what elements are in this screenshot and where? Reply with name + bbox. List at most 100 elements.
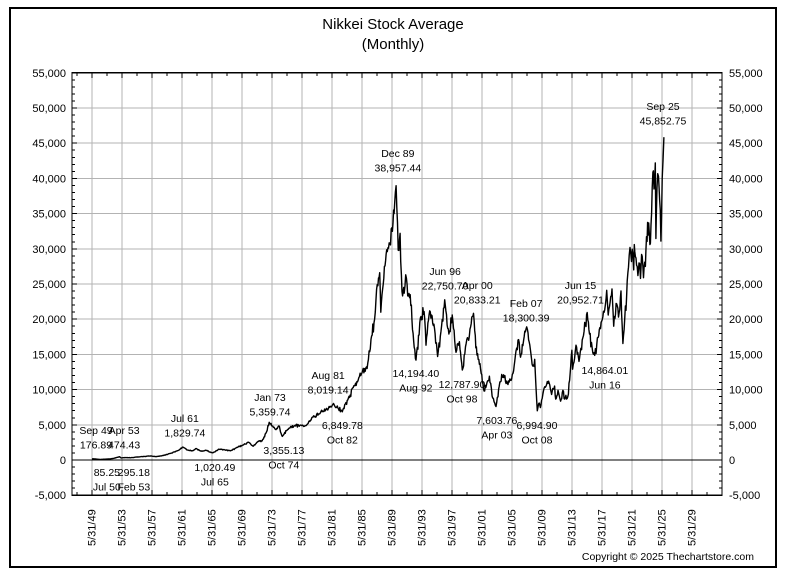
annotation-price: 1,829.74 — [164, 427, 205, 439]
copyright: Copyright © 2025 Thechartstore.com — [582, 551, 754, 563]
y-axis-label-right: 20,000 — [729, 314, 763, 326]
annotation-date: Apr 53 — [109, 425, 140, 437]
annotation-price: 18,300.39 — [503, 313, 550, 325]
annotation-date: Jul 61 — [171, 413, 199, 425]
annotation-date: Oct 74 — [268, 460, 299, 472]
x-axis-label: 5/31/17 — [597, 509, 609, 546]
annotation-date: Apr 03 — [481, 430, 512, 442]
y-axis-label-left: 20,000 — [32, 314, 66, 326]
y-axis-label-right: -5,000 — [729, 490, 760, 502]
annotation-price: 8,019.14 — [308, 385, 349, 397]
outer-border — [9, 7, 777, 568]
annotation-price: 20,952.71 — [557, 294, 604, 306]
annotation-date: Jul 65 — [201, 476, 229, 488]
annotation-price: 295.18 — [118, 467, 150, 479]
annotation-date: Sep 49 — [79, 425, 112, 437]
x-axis-label: 5/31/93 — [417, 509, 429, 546]
x-axis-label: 5/31/49 — [87, 509, 99, 546]
annotation-date: Jun 16 — [589, 379, 621, 391]
x-axis-label: 5/31/89 — [387, 509, 399, 546]
y-axis-label-right: 45,000 — [729, 138, 763, 150]
x-axis-label: 5/31/09 — [537, 509, 549, 546]
annotation-price: 474.43 — [108, 440, 140, 452]
chart-subtitle: (Monthly) — [362, 36, 425, 53]
annotation-date: Oct 08 — [522, 435, 553, 447]
y-axis-label-right: 55,000 — [729, 68, 763, 80]
x-axis-label: 5/31/05 — [507, 509, 519, 546]
annotation-price: 20,833.21 — [454, 294, 501, 306]
chart-title: Nikkei Stock Average — [322, 16, 463, 33]
y-axis-label-left: 5,000 — [38, 420, 66, 432]
x-axis-label: 5/31/29 — [687, 509, 699, 546]
y-axis-label-left: 50,000 — [32, 103, 66, 115]
x-axis-label: 5/31/85 — [357, 509, 369, 546]
nikkei-price-line — [91, 137, 665, 461]
x-axis-label: 5/31/69 — [237, 509, 249, 546]
annotation-date: Aug 81 — [311, 370, 344, 382]
y-axis-label-right: 25,000 — [729, 279, 763, 291]
x-axis-label: 5/31/13 — [567, 509, 579, 546]
annotation-date: Dec 89 — [381, 148, 414, 160]
x-axis-label: 5/31/97 — [447, 509, 459, 546]
x-axis-label: 5/31/81 — [327, 509, 339, 546]
annotation-price: 6,994.90 — [517, 420, 558, 432]
y-axis-label-right: 30,000 — [729, 244, 763, 256]
annotation-date: Feb 53 — [118, 481, 151, 493]
x-axis-label: 5/31/61 — [177, 509, 189, 546]
annotation-price: 5,359.74 — [250, 406, 291, 418]
x-axis-label: 5/31/65 — [207, 509, 219, 546]
annotation-price: 85.25 — [94, 467, 120, 479]
x-axis-label: 5/31/77 — [297, 509, 309, 546]
x-axis-label: 5/31/57 — [147, 509, 159, 546]
y-axis-label-right: 0 — [729, 455, 735, 467]
y-axis-label-right: 5,000 — [729, 420, 757, 432]
y-axis-label-left: 0 — [60, 455, 66, 467]
annotation-date: Aug 92 — [399, 382, 432, 394]
annotation-date: Jan 73 — [254, 392, 286, 404]
annotation-price: 1,020.49 — [194, 462, 235, 474]
annotation-date: Oct 98 — [447, 394, 478, 406]
annotation-price: 12,787.90 — [439, 379, 486, 391]
annotation-price: 45,852.75 — [640, 115, 687, 127]
y-axis-label-right: 40,000 — [729, 173, 763, 185]
annotation-price: 176.89 — [80, 440, 112, 452]
y-axis-label-right: 50,000 — [729, 103, 763, 115]
annotation-price: 6,849.78 — [322, 420, 363, 432]
series-layer — [91, 137, 665, 461]
x-axis-label: 5/31/53 — [117, 509, 129, 546]
y-axis-label-left: 10,000 — [32, 385, 66, 397]
annotation-price: 22,750.70 — [422, 280, 469, 292]
y-axis-label-left: 40,000 — [32, 173, 66, 185]
x-axis-label: 5/31/21 — [627, 509, 639, 546]
y-axis-label-right: 35,000 — [729, 209, 763, 221]
y-axis-label-left: -5,000 — [35, 490, 66, 502]
y-axis-label-right: 10,000 — [729, 385, 763, 397]
annotation-price: 14,194.40 — [393, 368, 440, 380]
annotation-date: Jul 50 — [93, 481, 121, 493]
x-axis-label: 5/31/01 — [477, 509, 489, 546]
x-axis-label: 5/31/73 — [267, 509, 279, 546]
y-axis-label-left: 45,000 — [32, 138, 66, 150]
annotation-date: Oct 82 — [327, 435, 358, 447]
x-axis-label: 5/31/25 — [657, 509, 669, 546]
y-axis-label-left: 55,000 — [32, 68, 66, 80]
annotation-date: Feb 07 — [510, 298, 543, 310]
y-axis-label-right: 15,000 — [729, 349, 763, 361]
annotation-date: Sep 25 — [646, 101, 679, 113]
annotation-price: 7,603.76 — [476, 415, 517, 427]
tick-layer — [72, 72, 722, 496]
y-axis-label-left: 35,000 — [32, 209, 66, 221]
annotation-date: Apr 00 — [462, 280, 493, 292]
annotation-price: 3,355.13 — [263, 445, 304, 457]
y-axis-label-left: 15,000 — [32, 349, 66, 361]
annotation-layer: Sep 49 176.89 Apr 53 474.43 85.25 Jul 50 295.1… — [79, 101, 686, 494]
y-axis-label-left: 25,000 — [32, 279, 66, 291]
annotation-date: Jun 96 — [429, 266, 461, 278]
axis-label-layer: -5,000 -5,000 0 0 5,000 5,000 10,000 10,000 15,0… — [32, 68, 762, 546]
annotation-price: 14,864.01 — [582, 365, 629, 377]
annotation-price: 38,957.44 — [375, 162, 422, 174]
annotation-date: Jun 15 — [565, 280, 597, 292]
y-axis-label-left: 30,000 — [32, 244, 66, 256]
